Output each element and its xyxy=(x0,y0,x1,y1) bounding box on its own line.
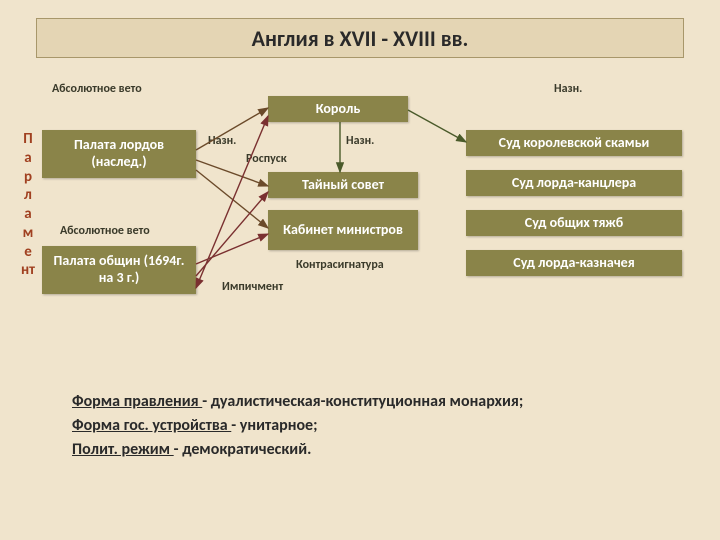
footer-line-2: Форма гос. устройства - унитарное; xyxy=(72,416,318,435)
footer-line-1: Форма правления - дуалистическая-констит… xyxy=(72,392,523,411)
label-nazn-king: Назн. xyxy=(346,134,374,148)
footer-line-3: Полит. режим - демократический. xyxy=(72,440,311,459)
node-court-common-pleas: Суд общих тяжб xyxy=(466,210,682,236)
node-court-royal-bench: Суд королевской скамьи xyxy=(466,130,682,156)
label-kontr: Контрасигнатура xyxy=(296,258,384,272)
label-impich: Импичмент xyxy=(222,280,283,294)
label-abs-veto-mid: Абсолютное вето xyxy=(60,224,150,238)
title-bar: Англия в XVII - XVIII вв. xyxy=(36,18,684,58)
label-nazn-mid: Назн. xyxy=(208,134,236,148)
node-court-treasurer: Суд лорда-казначея xyxy=(466,250,682,276)
label-abs-veto-top: Абсолютное вето xyxy=(52,82,142,96)
node-privy: Тайный совет xyxy=(268,172,418,198)
node-commons: Палата общин (1694г. на 3 г.) xyxy=(42,246,196,294)
parliament-vertical-label: П а р л а м е нт xyxy=(18,130,38,280)
node-king: Король xyxy=(268,96,408,122)
node-lords: Палата лордов (наслед.) xyxy=(42,130,196,178)
label-rospusk: Роспуск xyxy=(246,152,287,166)
node-cabinet: Кабинет министров xyxy=(268,210,418,250)
label-nazn-top: Назн. xyxy=(554,82,582,96)
page-title: Англия в XVII - XVIII вв. xyxy=(252,25,469,52)
node-court-chancellor: Суд лорда-канцлера xyxy=(466,170,682,196)
